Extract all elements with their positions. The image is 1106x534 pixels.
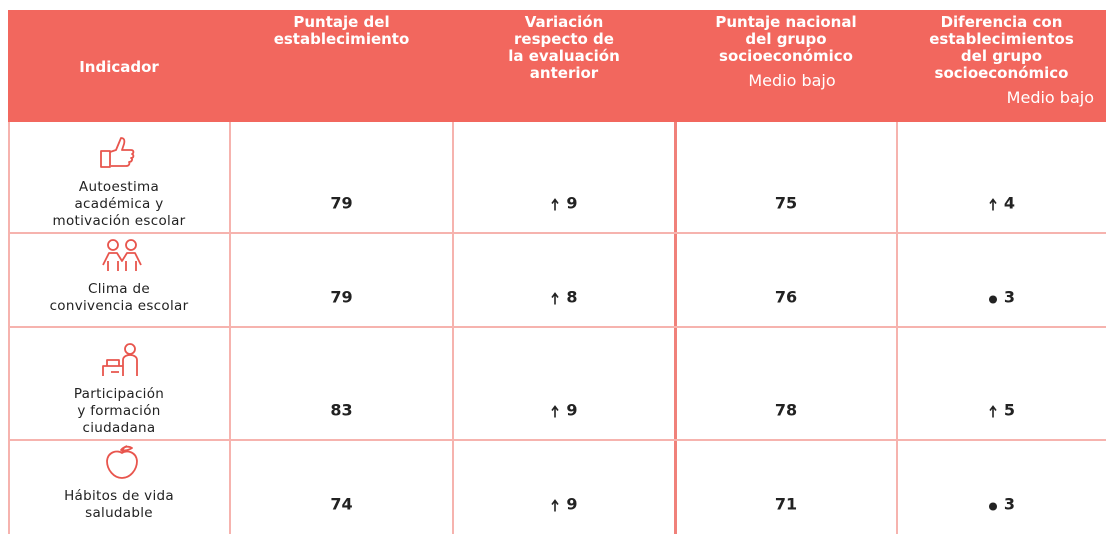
value-number: 9	[566, 193, 578, 213]
indicator-icon	[102, 239, 142, 271]
header-line: Indicador	[79, 58, 159, 76]
value-cell: 71	[774, 494, 798, 514]
row-divider	[8, 232, 1106, 234]
value-cell: 74	[330, 494, 353, 514]
value-number: 3	[1003, 494, 1016, 514]
column-divider	[452, 122, 454, 534]
label-line: Autoestima	[78, 178, 160, 195]
indicator-icon	[102, 342, 138, 376]
value-cell: 78	[774, 400, 798, 420]
up-arrow	[551, 498, 560, 511]
value-number: 9	[566, 494, 578, 514]
header-cell: Puntaje nacional del grupo socioeconómico	[675, 14, 897, 65]
column-divider	[896, 122, 898, 534]
header-line: la evaluación	[508, 47, 620, 65]
header-cell: Variación respecto de la evaluación anterio…	[453, 14, 675, 82]
header-line: socioeconómico	[719, 47, 853, 65]
header-cell: Puntaje del establecimiento	[230, 14, 453, 48]
header-line: Variación	[524, 13, 604, 31]
value-cell: 9	[453, 401, 675, 420]
header-line: establecimientos	[929, 30, 1074, 48]
label-line: Clima de	[88, 281, 150, 297]
header-sub: Medio bajo	[748, 71, 836, 90]
value-cell: 76	[774, 287, 798, 307]
equal-dot	[988, 295, 997, 303]
label-line: y formación	[77, 402, 161, 419]
header-band	[8, 10, 1106, 122]
indicator-label: Participación y formación ciudadana	[8, 386, 230, 437]
label-line: Hábitos de vida	[64, 488, 174, 504]
column-divider	[8, 122, 10, 534]
indicator-icon	[106, 445, 138, 479]
value-number: 5	[1003, 400, 1016, 420]
value-cell: 5	[897, 401, 1106, 420]
header-line: respecto de	[514, 30, 614, 48]
value-cell: 3	[897, 288, 1106, 307]
up-arrow	[989, 404, 997, 417]
equal-dot	[988, 502, 997, 510]
column-divider	[229, 122, 231, 534]
indicator-label: Autoestima académica y motivación escolar	[8, 179, 230, 230]
up-arrow	[551, 197, 560, 210]
label-line: Participación	[73, 385, 165, 402]
up-arrow	[551, 404, 560, 417]
header-cell: Diferencia con establecimientos del grupo s…	[897, 14, 1106, 82]
label-line: ciudadana	[82, 419, 156, 436]
value-cell: 8	[453, 288, 675, 307]
header-line: Puntaje del	[293, 13, 390, 31]
value-cell: 3	[897, 495, 1106, 514]
value-number: 4	[1003, 193, 1016, 213]
up-arrow	[989, 197, 997, 210]
header-sub: Medio bajo	[1006, 88, 1094, 107]
row-divider	[8, 326, 1106, 328]
value-number: 9	[566, 400, 578, 420]
header-line: socioeconómico	[934, 64, 1069, 82]
value-number: 8	[566, 287, 578, 307]
indicator-label: Hábitos de vida saludable	[8, 488, 230, 522]
up-arrow	[551, 291, 560, 304]
header-line: del grupo	[745, 30, 827, 48]
value-cell: 4	[897, 194, 1106, 213]
value-number: 3	[1003, 287, 1016, 307]
header-line: anterior	[529, 64, 599, 82]
label-line: saludable	[85, 505, 153, 521]
indicator-label: Clima de convivencia escolar	[8, 281, 230, 315]
row-divider	[8, 439, 1106, 441]
label-line: académica y	[74, 195, 164, 212]
header-line: del grupo	[960, 47, 1043, 65]
value-cell: 9	[453, 194, 675, 213]
header-cell: Indicador	[8, 59, 230, 76]
value-cell: 75	[774, 193, 798, 213]
indicator-icon	[100, 136, 135, 168]
label-line: motivación escolar	[52, 212, 186, 229]
header-line: Puntaje nacional	[715, 13, 857, 31]
value-cell: 83	[330, 400, 353, 420]
value-cell: 79	[330, 193, 353, 213]
label-line: convivencia escolar	[49, 298, 189, 314]
value-cell: 9	[453, 495, 675, 514]
header-line: Diferencia con	[940, 13, 1063, 31]
header-line: establecimiento	[273, 30, 410, 48]
value-cell: 79	[330, 287, 353, 307]
column-divider	[674, 122, 677, 534]
